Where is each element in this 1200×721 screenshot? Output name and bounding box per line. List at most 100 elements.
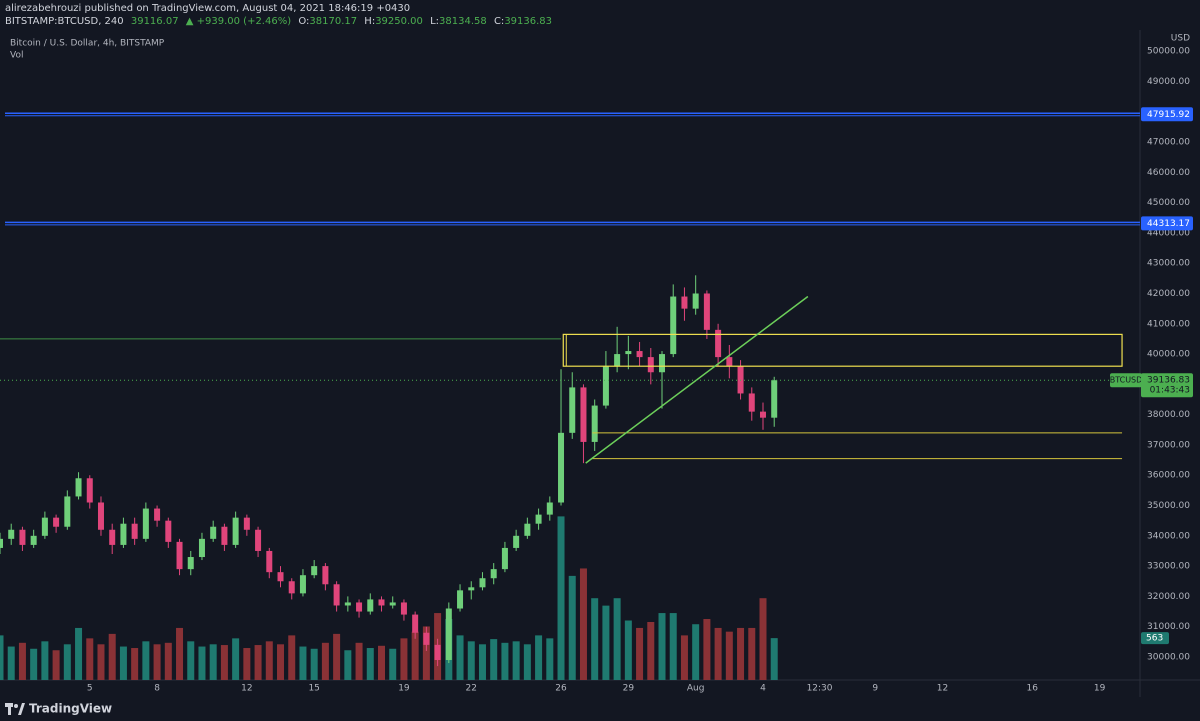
x-tick-label: 19 [398,684,410,694]
volume-bar [377,645,385,680]
volume-bar [658,613,666,680]
volume-bar [490,639,498,680]
volume-bar [243,648,251,680]
candle-body [356,602,363,612]
candle-body [19,529,26,545]
volume-bar [557,516,565,680]
y-tick-label: 37000.00 [1147,440,1190,450]
y-tick-label: 30000.00 [1147,652,1190,662]
ticker-label: BTCUSD [1110,376,1143,385]
candle-body [535,514,542,524]
y-tick-label: 43000.00 [1147,259,1190,269]
x-tick-label: 26 [555,684,567,694]
volume-bar [119,646,127,680]
currency: USD [1171,34,1190,44]
volume-bar [0,635,4,680]
level-label: 44313.17 [1147,219,1190,229]
volume-bar [254,645,262,680]
volume-bar [579,568,587,680]
chart-title: Bitcoin / U.S. Dollar, 4h, BITSTAMP [10,39,165,49]
candle-body [75,478,82,497]
candle-body [86,478,93,503]
candle-body [64,496,71,527]
x-tick-label: 5 [87,684,93,694]
y-tick-label: 40000.00 [1147,350,1190,360]
y-tick-label: 33000.00 [1147,562,1190,572]
candle-body [580,387,587,442]
candle-body [378,599,385,606]
footer-brand: TradingView [29,702,112,716]
volume-bar [523,644,531,680]
volume-bar [591,598,599,680]
volume-bar [310,648,318,680]
price-box [1141,373,1193,398]
x-tick-label: 16 [1027,684,1039,694]
volume-bar [389,648,397,680]
candle-body [423,632,430,645]
volume-bar [647,621,655,680]
candle-body [187,557,194,570]
y-tick-label: 44000.00 [1147,228,1190,238]
volume-box [1141,632,1169,645]
candle-body [154,508,161,521]
volume-bar [52,650,60,680]
x-tick-label: 8 [154,684,160,694]
candle-body [524,523,531,536]
volume-bar [153,644,161,680]
ohlc-key: C: [494,16,504,27]
candle-body [277,572,284,582]
volume-bar [725,631,733,680]
candle-body [367,599,374,612]
volume-bar [209,644,217,680]
y-tick-label: 38000.00 [1147,410,1190,420]
candle-body [546,502,553,515]
volume-bar [692,624,700,680]
candle-body [748,393,755,412]
level-label: 47915.92 [1147,110,1190,120]
symbol: BITSTAMP:BTCUSD, 240 [5,16,124,27]
volume-bar [602,605,610,680]
x-tick-label: 15 [308,684,319,694]
y-tick-label: 50000.00 [1147,47,1190,57]
volume-bar [142,641,150,680]
volume-bar [703,619,711,680]
candle-body [490,569,497,579]
volume-bar [714,627,722,680]
candle-body [636,351,643,358]
ohlc-value: 39136.83 [504,16,552,27]
ohlc-value: 38170.17 [309,16,357,27]
volume-bar [411,631,419,680]
candle-body [311,566,318,576]
volume-bar [7,646,15,680]
x-tick-label: 12 [241,684,252,694]
x-tick-label: Aug [687,684,705,694]
symbol-line: BITSTAMP:BTCUSD, 240 39116.07 ▲ +939.00 … [5,16,552,27]
volume-bar [277,644,285,680]
volume-bar [30,648,38,680]
volume-bar [478,644,486,680]
volume-bar [18,642,26,680]
candle-body [299,575,306,594]
volume-bar [748,627,756,680]
ohlc-key: L: [430,16,439,27]
ohlc-key: H: [364,16,375,27]
last-price: 39116.07 [131,16,179,27]
countdown-label: 01:43:43 [1150,386,1190,396]
y-tick-label: 41000.00 [1147,319,1190,329]
candle-body [243,517,250,530]
volume-bar [759,598,767,680]
y-tick-label: 35000.00 [1147,501,1190,511]
ohlc-key: O: [298,16,309,27]
x-tick-label: 22 [466,684,477,694]
x-tick-label: 4 [760,684,766,694]
level-label-box [1141,216,1193,231]
ohlc-value: 39250.00 [375,16,423,27]
candle-body [142,508,149,539]
candle-body [210,526,217,539]
volume-bar [187,641,195,680]
candle-body [221,526,228,545]
x-tick-label: 19 [1094,684,1106,694]
volume-bar [288,635,296,680]
